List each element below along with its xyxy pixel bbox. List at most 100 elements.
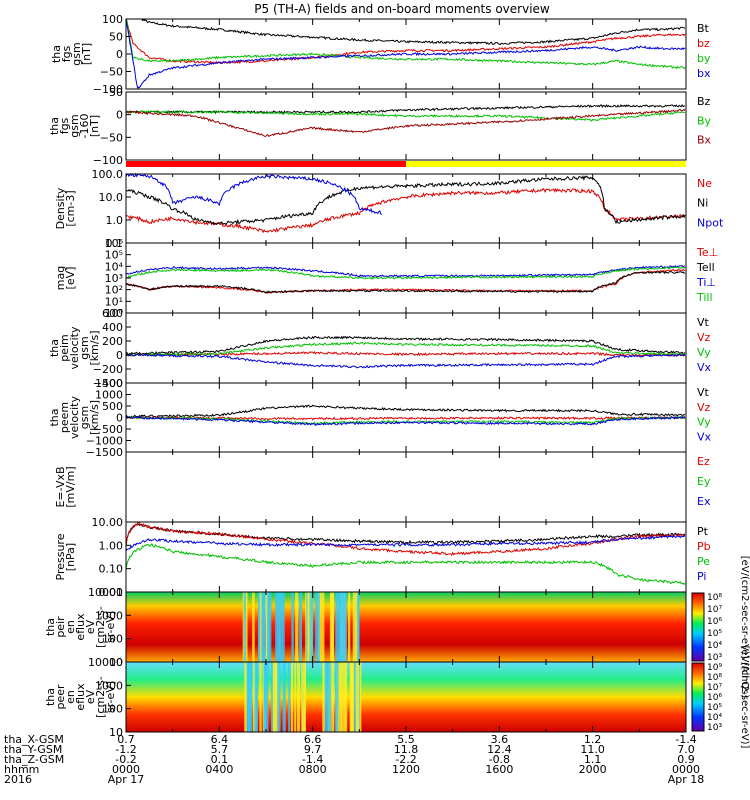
series-By xyxy=(125,110,686,122)
streak xyxy=(282,662,286,732)
panel-8: 10.00 1.00 0.10 0.01 Pressure[nPa] Pt Pb Pe Pi xyxy=(54,516,711,599)
streak xyxy=(288,662,291,732)
streak xyxy=(339,592,345,662)
figure-title: P5 (TH-A) fields and on-board moments ov… xyxy=(254,2,550,16)
colorbar-tick: 10⁴ xyxy=(707,713,722,723)
footer-value: -1.4 xyxy=(302,753,323,766)
footer-value: 0.7 xyxy=(117,733,135,746)
colorbar-tick: 10⁸ xyxy=(707,593,722,603)
y-axis-label: fgs xyxy=(60,45,73,62)
streak xyxy=(252,592,255,662)
legend-Bz: Bz xyxy=(697,95,711,108)
footer-value: 0000 xyxy=(112,763,140,776)
legend-Vy: Vy xyxy=(697,346,711,359)
y-tick-label: −500 xyxy=(93,423,123,436)
y-axis-label: tha xyxy=(48,408,61,426)
footer-row-label: 2016 xyxy=(4,773,32,786)
y-tick-label: 0 xyxy=(116,48,123,61)
y-axis-label: [nT] xyxy=(80,43,93,65)
streak xyxy=(244,662,247,732)
legend-Pt: Pt xyxy=(697,525,709,538)
streak xyxy=(259,662,262,732)
footer-value: 9.7 xyxy=(304,743,322,756)
y-axis-label: tha xyxy=(44,688,57,706)
streak xyxy=(331,592,334,662)
legend-Vt: Vt xyxy=(697,316,710,329)
footer-value: -1.2 xyxy=(115,743,136,756)
y-tick-label: 100 xyxy=(102,703,123,716)
y-tick-label: −100 xyxy=(93,154,123,167)
colorbar-tick: 10⁵ xyxy=(707,703,722,713)
y-tick-label: −50 xyxy=(100,131,123,144)
streak xyxy=(335,662,339,732)
spectrogram-2 xyxy=(126,662,686,732)
footer-value: 7.0 xyxy=(677,743,695,756)
y-tick-label: 10⁰ xyxy=(105,307,124,320)
streak xyxy=(282,592,285,662)
streak xyxy=(341,662,346,732)
series-Bx xyxy=(125,108,686,138)
series-Vy xyxy=(125,341,686,357)
y-axis-label: sr-eV] xyxy=(104,681,117,713)
y-axis-label: E=-VxB xyxy=(54,466,67,507)
y-axis-label: peir xyxy=(54,616,67,638)
streak xyxy=(350,662,354,732)
colorbar-tick: 10⁷ xyxy=(707,683,722,693)
y-tick-label: 0 xyxy=(116,412,123,425)
footer-row-label: tha_Z-GSM xyxy=(4,753,64,766)
footer-value: Apr 18 xyxy=(668,773,705,786)
streak xyxy=(264,662,269,732)
panel-7: E=-VxB[mV/m] Ez Ey Ex xyxy=(54,451,711,523)
y-axis-label: [mV/m] xyxy=(64,466,77,507)
y-tick-label: 10⁶ xyxy=(105,237,124,250)
series-Vt xyxy=(125,404,686,418)
streak xyxy=(299,592,303,662)
colorbar-label: [eV/(cm2-sec-sr-eV)] (All Qs) xyxy=(739,556,750,699)
y-tick-label: 1.00 xyxy=(99,539,124,552)
y-axis-label: [km/s] xyxy=(88,400,101,435)
y-axis-label: gsm xyxy=(70,42,83,65)
streak xyxy=(315,592,320,662)
streak xyxy=(307,592,312,662)
legend-Vt: Vt xyxy=(697,386,710,399)
y-axis-label: [km/s] xyxy=(88,330,101,365)
legend-Vx: Vx xyxy=(697,361,712,374)
streak xyxy=(356,662,360,732)
legend-By: By xyxy=(697,114,712,127)
y-tick-label: 10.00 xyxy=(92,516,124,529)
y-tick-label: −1500 xyxy=(86,446,123,459)
legend-Tell: Tell xyxy=(696,261,715,274)
y-tick-label: 200 xyxy=(102,335,123,348)
panel-3: 100.0 10.0 1.0 0.1 Density[cm-3] Ne Ni Npot xyxy=(54,168,724,250)
y-axis-label: gsm xyxy=(78,336,91,359)
y-axis-label: sr-eV] xyxy=(104,611,117,643)
footer-value: 6.4 xyxy=(211,733,229,746)
y-tick-label: 0.1 xyxy=(106,237,124,250)
y-tick-label: 10000 xyxy=(88,586,123,599)
y-tick-label: −100 xyxy=(93,83,123,96)
streak xyxy=(353,662,357,732)
streak xyxy=(291,592,294,662)
streak xyxy=(267,592,270,662)
streak xyxy=(278,592,283,662)
y-tick-label: −50 xyxy=(100,66,123,79)
legend-Vz: Vz xyxy=(697,401,711,414)
footer-value: 0000 xyxy=(672,763,700,776)
panel-bg xyxy=(126,313,686,383)
y-tick-label: 10 xyxy=(109,726,123,739)
streak xyxy=(301,662,306,732)
legend-Pb: Pb xyxy=(697,540,711,553)
legend-Vx: Vx xyxy=(697,430,712,443)
y-axis-label: eV xyxy=(84,689,97,704)
streak xyxy=(275,592,279,662)
legend-bz: bz xyxy=(697,37,710,50)
y-axis-label: en xyxy=(64,690,77,704)
footer-value: 1.2 xyxy=(584,733,602,746)
streak xyxy=(322,662,325,732)
series-Pe xyxy=(125,543,686,586)
